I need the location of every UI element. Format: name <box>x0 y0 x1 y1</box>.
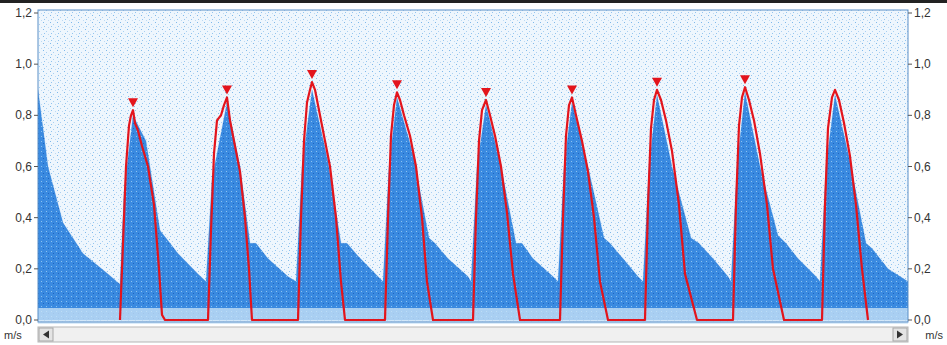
y2-tick <box>908 268 912 269</box>
chart: 0,0 0,2 0,4 0,6 0,8 1,0 1,2 0,0 0,2 0,4 0,6 0,8 1,0 1… <box>0 0 947 345</box>
data-group <box>38 70 908 324</box>
y-tick-label: 1,0 <box>15 57 32 71</box>
peak-marker <box>567 85 577 94</box>
y-tick <box>34 166 38 167</box>
y2-tick <box>908 13 912 14</box>
y2-tick-label: 1,0 <box>914 57 931 71</box>
y-tick-label: 0,0 <box>15 313 32 327</box>
scroll-left-arrow <box>43 331 49 339</box>
header-strip <box>0 0 947 3</box>
y2-axis-label: m/s <box>925 329 943 341</box>
plot-frame <box>38 10 908 322</box>
peak-marker <box>481 88 491 97</box>
y2-tick <box>908 166 912 167</box>
y2-tick <box>908 320 912 321</box>
scroll-left-button[interactable] <box>39 328 53 341</box>
y2-tick-label: 0,8 <box>914 108 931 122</box>
y-tick-label: 0,8 <box>15 108 32 122</box>
peak-marker <box>652 78 662 87</box>
y-tick-label: 1,2 <box>15 6 32 20</box>
y-tick <box>34 320 38 321</box>
plot-background <box>38 10 908 322</box>
y2-tick-label: 0,4 <box>914 211 931 225</box>
peak-marker <box>392 80 402 89</box>
y2-tick <box>908 64 912 65</box>
y2-tick-label: 1,2 <box>914 6 931 20</box>
y-tick <box>34 115 38 116</box>
peak-marker <box>307 70 317 79</box>
y2-tick-label: 0,0 <box>914 313 931 327</box>
y-tick <box>34 13 38 14</box>
scrollbar <box>38 327 908 342</box>
y-axis-label: m/s <box>4 329 22 341</box>
y-tick <box>34 64 38 65</box>
scroll-right-button[interactable] <box>893 328 907 341</box>
peak-marker <box>222 85 232 94</box>
peak-marker <box>740 75 750 84</box>
envelope-line <box>120 82 868 320</box>
y-tick <box>34 217 38 218</box>
y2-tick-label: 0,6 <box>914 160 931 174</box>
y2-tick-label: 0,2 <box>914 262 931 276</box>
y2-tick <box>908 217 912 218</box>
scroll-right-arrow <box>897 331 903 339</box>
y-tick-label: 0,4 <box>15 211 32 225</box>
y-tick-label: 0,6 <box>15 160 32 174</box>
y-tick <box>34 268 38 269</box>
peak-marker <box>128 98 138 107</box>
y2-tick <box>908 115 912 116</box>
y-tick-label: 0,2 <box>15 262 32 276</box>
